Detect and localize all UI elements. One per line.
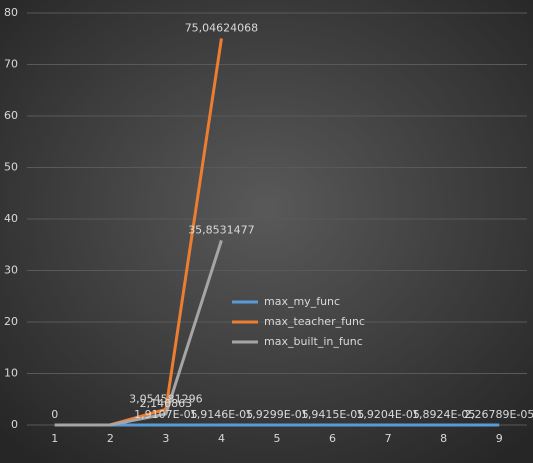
data-label: 1,9107E-05 bbox=[134, 408, 197, 421]
legend-label: max_built_in_func bbox=[264, 335, 363, 348]
y-tick-label: 40 bbox=[4, 212, 18, 225]
x-tick-label: 7 bbox=[385, 432, 392, 445]
data-label: 1,9204E-05 bbox=[356, 408, 419, 421]
series-line bbox=[54, 239, 223, 427]
y-tick-label: 70 bbox=[4, 58, 18, 71]
x-tick-label: 6 bbox=[329, 432, 336, 445]
data-label: 0 bbox=[51, 408, 58, 421]
data-label: 2,146863 bbox=[140, 397, 193, 410]
y-tick-label: 30 bbox=[4, 264, 18, 277]
data-label: 75,04624068 bbox=[185, 22, 258, 35]
data-label: 1,9415E-05 bbox=[301, 408, 364, 421]
y-tick-label: 80 bbox=[4, 6, 18, 19]
data-label: 3,054581296 bbox=[129, 392, 202, 405]
x-tick-label: 3 bbox=[162, 432, 169, 445]
y-tick-label: 50 bbox=[4, 161, 18, 174]
y-tick-label: 60 bbox=[4, 109, 18, 122]
y-tick-label: 0 bbox=[11, 418, 18, 431]
x-tick-label: 2 bbox=[107, 432, 114, 445]
x-tick-label: 5 bbox=[274, 432, 281, 445]
legend-label: max_teacher_func bbox=[264, 315, 365, 328]
x-tick-label: 4 bbox=[218, 432, 225, 445]
data-label: 2,26789E-05 bbox=[464, 408, 533, 421]
y-tick-label: 20 bbox=[4, 315, 18, 328]
x-tick-label: 8 bbox=[440, 432, 447, 445]
legend-label: max_my_func bbox=[264, 295, 340, 308]
data-label: 1,9299E-05 bbox=[245, 408, 308, 421]
data-label: 1,9146E-05 bbox=[190, 408, 253, 421]
x-tick-label: 9 bbox=[496, 432, 503, 445]
data-label: 35,8531477 bbox=[188, 223, 254, 236]
x-tick-label: 1 bbox=[51, 432, 58, 445]
y-tick-label: 10 bbox=[4, 367, 18, 380]
data-label: 1,8924E-05 bbox=[412, 408, 475, 421]
